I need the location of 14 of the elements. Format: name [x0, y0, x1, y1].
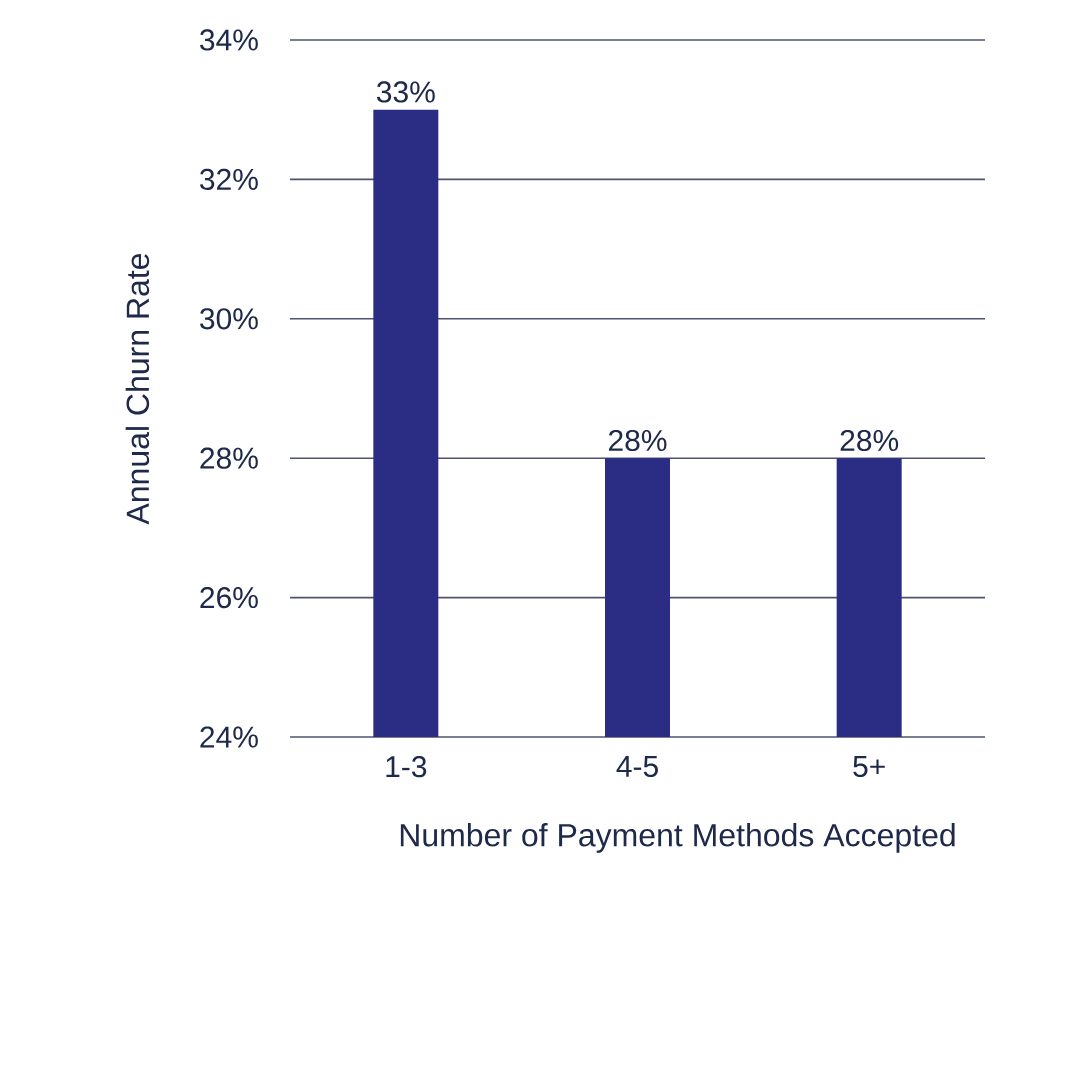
x-tick-label: 1-3	[386, 756, 427, 778]
y-tick-label: 26%	[200, 586, 258, 609]
data-label: 28%	[840, 429, 899, 452]
y-tick-label: 24%	[200, 726, 258, 748]
data-label: 28%	[608, 429, 667, 452]
data-label: 33%	[376, 81, 435, 103]
x-axis-title: Number of Payment Methods Accepted	[400, 823, 955, 853]
x-tick-label: 4-5	[616, 756, 658, 777]
x-tick-label: 5+	[853, 756, 885, 777]
y-tick-label: 28%	[200, 447, 258, 469]
y-tick-label: 34%	[200, 29, 258, 51]
y-tick-label: 30%	[200, 308, 258, 330]
y-tick-label: 32%	[200, 168, 258, 190]
y-axis-title: Annual Churn Rate	[125, 253, 150, 525]
